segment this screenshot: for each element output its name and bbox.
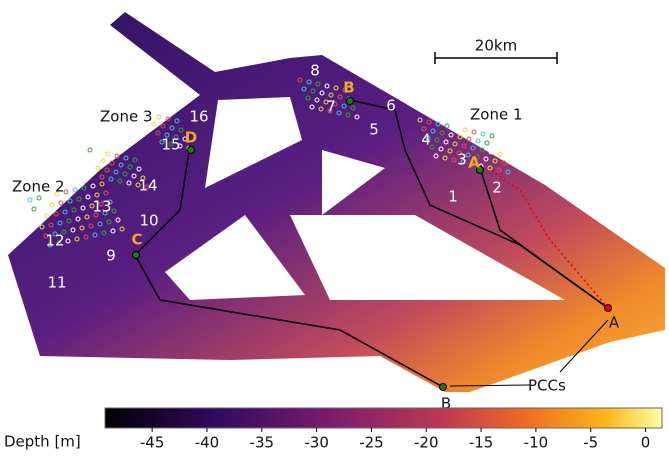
survey-dot (64, 190, 68, 194)
colorbar-tick-label: -45 (140, 434, 165, 452)
map: 20km Zone 1 Zone 2 Zone 3 PCCs A B Depth… (0, 0, 669, 456)
site-number: 11 (47, 274, 66, 292)
endpoint-marker (605, 305, 612, 312)
survey-dot (101, 159, 105, 163)
pcc-marker (347, 98, 354, 105)
survey-dot (152, 122, 156, 126)
pcc-label: PCCs (528, 377, 566, 395)
site-number: 10 (139, 212, 158, 230)
pcc-site-label: D (185, 129, 197, 147)
survey-dot (97, 150, 101, 154)
pcc-site-label: B (343, 79, 354, 97)
survey-dot (489, 150, 493, 154)
survey-dot (490, 134, 494, 138)
site-number: 8 (310, 62, 320, 80)
survey-dot (41, 205, 45, 209)
survey-dot (481, 132, 485, 136)
colorbar-tick-label: -10 (524, 434, 549, 452)
site-number: 7 (326, 98, 336, 116)
survey-dot (96, 166, 100, 170)
site-number: 16 (189, 108, 208, 126)
pcc-marker (133, 252, 140, 259)
site-number: 15 (161, 136, 180, 154)
survey-dot (106, 152, 110, 156)
survey-dot (498, 152, 502, 156)
survey-dot (36, 216, 40, 220)
site-number: 1 (448, 188, 458, 206)
zone-label: Zone 1 (470, 106, 523, 124)
survey-dot (157, 115, 161, 119)
endpoint-marker (440, 384, 447, 391)
zone-label: Zone 2 (12, 178, 65, 196)
survey-dot (50, 203, 54, 207)
colorbar-tick-label: -5 (583, 434, 598, 452)
site-number: 13 (92, 198, 111, 216)
survey-dot (45, 214, 49, 218)
colorbar-tick-label: 0 (641, 434, 651, 452)
colorbar-tick-label: -30 (304, 434, 329, 452)
colorbar-tick-label: -15 (469, 434, 494, 452)
survey-dot (59, 201, 63, 205)
survey-dot (467, 137, 471, 141)
survey-dot (28, 198, 32, 202)
site-number: 4 (421, 131, 431, 149)
survey-dot (73, 188, 77, 192)
colorbar (105, 408, 662, 428)
site-number: 2 (492, 179, 502, 197)
survey-dot (88, 148, 92, 152)
site-number: 14 (138, 177, 157, 195)
site-number: 5 (369, 121, 379, 139)
colorbar-tick-label: -40 (195, 434, 220, 452)
colorbar-tick-label: -35 (250, 434, 275, 452)
zone-label: Zone 3 (100, 108, 153, 126)
colorbar-label: Depth [m] (4, 433, 81, 451)
survey-dot (454, 126, 458, 130)
site-number: 3 (457, 151, 467, 169)
survey-dot (445, 124, 449, 128)
colorbar-tick-label: -20 (414, 434, 439, 452)
colorbar-tick-label: -25 (359, 434, 384, 452)
survey-dot (485, 141, 489, 145)
survey-dot (463, 128, 467, 132)
pcc-marker (188, 147, 195, 154)
survey-dot (494, 143, 498, 147)
site-number: 9 (106, 247, 116, 265)
survey-dot (32, 207, 36, 211)
survey-dot (37, 196, 41, 200)
pcc-site-label: C (131, 231, 142, 249)
survey-dot (92, 157, 96, 161)
survey-dot (472, 130, 476, 134)
site-number: 12 (45, 232, 64, 250)
site-number: 6 (386, 97, 396, 115)
endpoint-label: A (609, 314, 620, 332)
pcc-site-label: A (468, 154, 480, 172)
scale-label: 20km (475, 37, 517, 55)
survey-dot (476, 139, 480, 143)
